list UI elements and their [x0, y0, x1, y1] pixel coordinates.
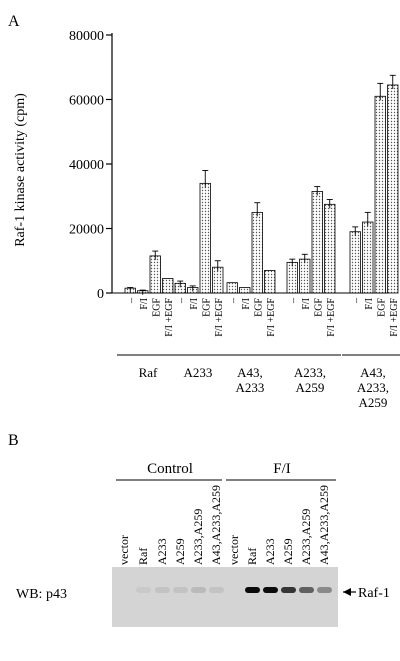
lane-label: A259 — [173, 538, 187, 565]
bar — [374, 95, 386, 294]
condition-label: EGF — [151, 298, 162, 317]
bar — [226, 282, 238, 294]
group-label: A259 — [296, 380, 325, 395]
condition-label: F/I — [364, 298, 375, 310]
blot-background — [112, 567, 338, 627]
panel-b-label: B — [8, 432, 19, 449]
western-blot: Control F/I vector Raf A233 A259 A233,A259 A43,… — [16, 461, 390, 627]
lane-label: vector — [117, 535, 131, 565]
lane-label: A233 — [155, 538, 169, 565]
control-header: Control — [147, 461, 193, 477]
band — [209, 587, 224, 593]
fi-header: F/I — [273, 461, 291, 477]
bar — [299, 258, 311, 294]
band — [281, 587, 296, 593]
panel-a-label: A — [8, 13, 20, 30]
condition-label: F/I — [301, 298, 312, 310]
arrow-head — [343, 588, 351, 596]
condition-label: F/I +EGF — [389, 298, 400, 337]
group-label: A259 — [359, 395, 388, 410]
group-label: A43, — [360, 365, 386, 380]
band — [299, 587, 314, 593]
condition-label: F/I +EGF — [326, 298, 337, 337]
condition-label: – — [288, 297, 299, 304]
condition-label: – — [228, 297, 239, 304]
lane-label: A259 — [281, 538, 295, 565]
lane-label: vector — [227, 535, 241, 565]
condition-label: – — [126, 297, 137, 304]
lane-label: A233,A259 — [299, 509, 313, 565]
condition-label: F/I — [139, 298, 150, 310]
bar — [251, 211, 263, 294]
bar — [324, 203, 336, 294]
bar — [349, 231, 361, 294]
lane-label: Raf — [136, 548, 150, 565]
bar — [362, 221, 374, 294]
bar — [199, 182, 211, 294]
lane-label: Raf — [245, 548, 259, 565]
condition-label: EGF — [376, 298, 387, 317]
condition-label: EGF — [253, 298, 264, 317]
bar — [311, 191, 323, 294]
bar — [239, 287, 251, 294]
lane-label: A43,A233,A259 — [317, 485, 331, 565]
y-tick-label: 60000 — [69, 94, 104, 109]
lane-label: A43,A233,A259 — [209, 485, 223, 565]
condition-label: F/I — [189, 298, 200, 310]
band — [245, 587, 260, 593]
y-axis-label: Raf-1 kinase activity (cpm) — [13, 93, 28, 247]
group-label: A233, — [294, 365, 326, 380]
bar — [149, 255, 161, 294]
y-tick-label: 20000 — [69, 223, 104, 238]
group-label: A233 — [236, 380, 265, 395]
band — [317, 587, 332, 593]
band — [155, 587, 170, 593]
arrow-label: Raf-1 — [358, 586, 390, 601]
y-tick-label: 40000 — [69, 158, 104, 173]
band — [136, 587, 151, 593]
band — [191, 587, 206, 593]
bar — [264, 270, 276, 294]
lane-label: A233,A259 — [191, 509, 205, 565]
band — [173, 587, 188, 593]
group-label: A43, — [237, 365, 263, 380]
bar — [387, 84, 399, 294]
group-label: A233 — [184, 365, 213, 380]
condition-label: – — [176, 297, 187, 304]
bar — [162, 278, 174, 294]
y-tick-label: 80000 — [69, 29, 104, 44]
condition-label: EGF — [201, 298, 212, 317]
band — [263, 587, 278, 593]
bar — [286, 261, 298, 294]
group-label: A233, — [357, 380, 389, 395]
y-tick-label: 0 — [97, 287, 104, 302]
condition-label: F/I +EGF — [214, 298, 225, 337]
condition-label: F/I +EGF — [164, 298, 175, 337]
condition-label: F/I — [241, 298, 252, 310]
condition-label: – — [351, 297, 362, 304]
condition-label: F/I +EGF — [266, 298, 277, 337]
condition-label: EGF — [313, 298, 324, 317]
lane-label: A233 — [263, 538, 277, 565]
group-label: Raf — [139, 365, 158, 380]
row-label: WB: p43 — [16, 587, 67, 602]
